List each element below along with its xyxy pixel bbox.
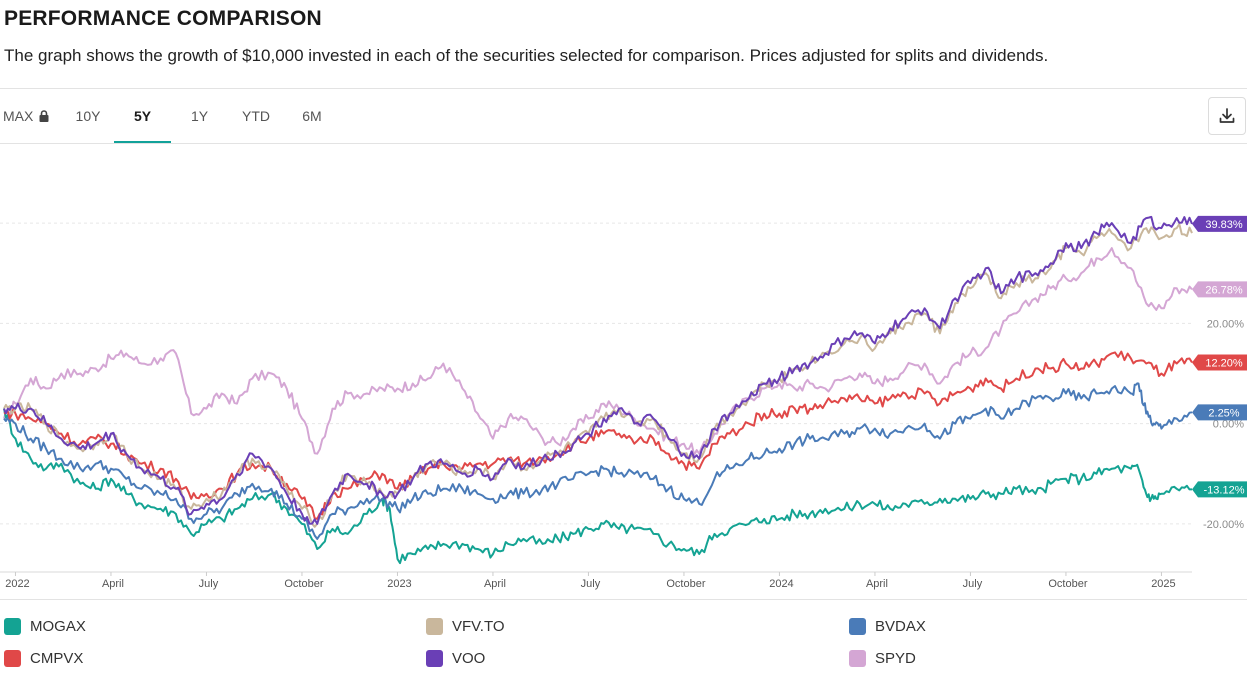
legend-swatch — [4, 650, 21, 667]
legend-item-cmpvx[interactable]: CMPVX — [4, 650, 83, 667]
legend-label: MOGAX — [30, 618, 86, 635]
legend-item-voo[interactable]: VOO — [426, 650, 485, 667]
x-tick-label: April — [484, 578, 506, 590]
series-line-cmpvx — [3, 350, 1193, 520]
legend-swatch — [426, 650, 443, 667]
end-value-label: 2.25% — [1208, 407, 1239, 419]
download-button[interactable] — [1208, 97, 1246, 135]
legend-item-mogax[interactable]: MOGAX — [4, 618, 86, 635]
x-tick-label: October — [284, 578, 323, 590]
legend-item-bvdax[interactable]: BVDAX — [849, 618, 926, 635]
end-value-tag — [1192, 281, 1247, 298]
series-line-spyd — [3, 247, 1193, 456]
tab-ytd[interactable]: YTD — [242, 108, 270, 124]
x-tick-label: October — [666, 578, 705, 590]
end-value-tag — [1192, 404, 1247, 421]
divider-top — [0, 88, 1247, 89]
y-tick-label: 20.00% — [1207, 318, 1245, 330]
legend-label: VOO — [452, 650, 486, 667]
lock-icon — [39, 110, 49, 122]
end-value-tag — [1192, 215, 1247, 232]
legend-label: SPYD — [875, 650, 916, 667]
tab-max-label: MAX — [3, 108, 34, 124]
download-icon — [1219, 108, 1235, 123]
performance-chart: 20.00% 0.00% -20.00% 2022 April July October 20… — [0, 215, 1247, 590]
tab-6m[interactable]: 6M — [302, 108, 322, 124]
x-tick-label: 2024 — [769, 578, 793, 590]
x-tick-label: 2022 — [5, 578, 29, 590]
end-value-tag — [1192, 354, 1247, 371]
page-subtitle: The graph shows the growth of $10,000 in… — [4, 46, 1049, 65]
legend-label: CMPVX — [30, 650, 84, 667]
end-value-label: 12.20% — [1205, 357, 1243, 369]
y-tick-label: 0.00% — [1213, 419, 1244, 431]
divider-tabs — [0, 143, 1247, 144]
legend-item-spyd[interactable]: SPYD — [849, 650, 916, 667]
x-tick-label: 2023 — [387, 578, 411, 590]
x-tick-label: April — [102, 578, 124, 590]
x-tick-label: October — [1048, 578, 1087, 590]
time-range-tabs: MAX 10Y 5Y 1Y YTD 6M — [0, 89, 340, 143]
end-value-label: 26.78% — [1205, 284, 1243, 296]
x-tick-label: July — [199, 578, 219, 590]
series-line-bvdax — [3, 382, 1193, 540]
legend-swatch — [426, 618, 443, 635]
tab-1y[interactable]: 1Y — [190, 108, 209, 124]
page-title: PERFORMANCE COMPARISON — [4, 7, 322, 30]
chart-legend: MOGAX VFV.TO BVDAX CMPVX VOO SPYD — [0, 610, 1247, 680]
x-tick-label: April — [866, 578, 888, 590]
legend-swatch — [849, 618, 866, 635]
series-line-mogax — [3, 408, 1192, 565]
legend-label: BVDAX — [875, 618, 926, 635]
legend-label: VFV.TO — [452, 618, 505, 635]
end-value-label: -13.12% — [1204, 484, 1245, 496]
legend-swatch — [4, 618, 21, 635]
tab-max[interactable]: MAX — [0, 89, 62, 143]
end-value-label: 39.83% — [1205, 219, 1243, 231]
series-line-voo — [3, 215, 1193, 525]
x-tick-label: July — [581, 578, 601, 590]
x-tick-label: 2025 — [1151, 578, 1175, 590]
y-tick-label: -20.00% — [1203, 519, 1244, 531]
legend-item-vfv[interactable]: VFV.TO — [426, 618, 505, 635]
legend-swatch — [849, 650, 866, 667]
end-value-tag — [1192, 481, 1247, 498]
tab-5y[interactable]: 5Y — [114, 89, 171, 143]
tab-10y[interactable]: 10Y — [75, 108, 101, 124]
x-tick-label: July — [963, 578, 983, 590]
divider-legend — [0, 599, 1247, 600]
